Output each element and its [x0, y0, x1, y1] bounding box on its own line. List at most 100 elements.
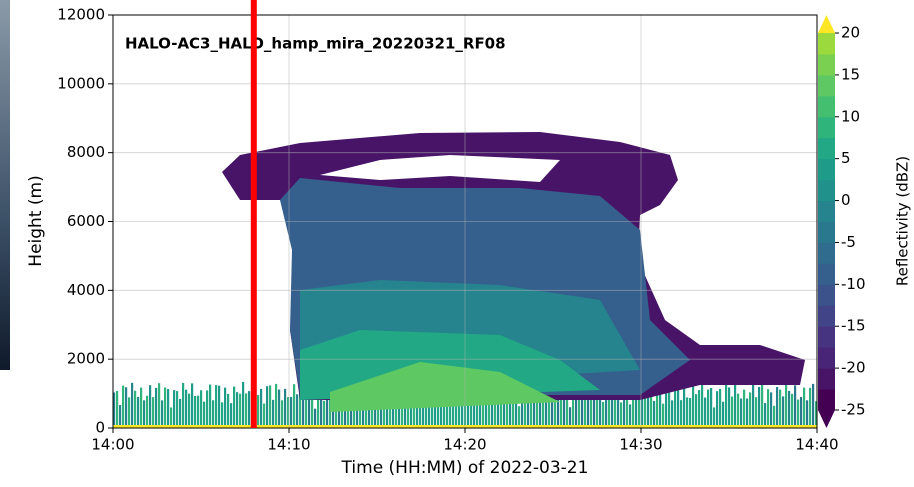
cloud-stripe — [131, 382, 134, 428]
cloud-stripe — [440, 391, 443, 428]
cloud-stripe — [725, 383, 728, 428]
cloud-stripe — [398, 400, 401, 428]
cloud-stripe — [551, 397, 554, 428]
colorbar-tick-label: 0 — [841, 191, 851, 209]
cloud-stripe — [731, 396, 734, 428]
cloud-stripe — [182, 383, 185, 428]
colorbar-band — [818, 347, 835, 369]
cloud-stripe — [704, 397, 707, 428]
x-tick-label: 14:20 — [443, 436, 486, 454]
cloud-stripe — [764, 403, 767, 428]
colorbar-tick-label: -5 — [841, 233, 856, 251]
colorbar-tick-label: -25 — [841, 401, 866, 419]
cloud-stripe — [320, 388, 323, 428]
cloud-stripe — [554, 388, 557, 428]
cloud-stripe — [539, 386, 542, 428]
cloud-stripe — [482, 393, 485, 428]
cloud-stripe — [629, 404, 632, 428]
cloud-stripe — [272, 399, 275, 428]
cloud-stripe — [305, 398, 308, 428]
cloud-stripe — [740, 398, 743, 428]
cloud-stripe — [389, 391, 392, 428]
colorbar-band — [818, 33, 835, 55]
cloud-stripe — [365, 404, 368, 428]
cloud-stripe — [392, 393, 395, 428]
cloud-stripe — [611, 399, 614, 428]
cloud-stripe — [137, 396, 140, 428]
cloud-stripe — [443, 391, 446, 428]
cloud-stripe — [506, 384, 509, 428]
cloud-stripe — [314, 408, 317, 428]
cloud-stripe — [533, 389, 536, 428]
cloud-stripe — [524, 387, 527, 428]
cloud-stripe — [560, 399, 563, 428]
anvil-gap — [320, 155, 560, 182]
cloud-stripe — [779, 389, 782, 428]
cloud-stripe — [224, 387, 227, 428]
cloud-stripe — [656, 394, 659, 428]
cloud-stripe — [281, 400, 284, 428]
y-tick-label: 2000 — [67, 350, 105, 368]
colorbar-band — [818, 74, 835, 97]
cloud-stripe — [278, 389, 281, 428]
cloud-stripe — [662, 403, 665, 428]
cloud-stripe — [146, 395, 149, 428]
cloud-stripe — [341, 398, 344, 428]
colorbar-tick-label: 20 — [841, 24, 860, 42]
x-tick-label: 14:00 — [91, 436, 134, 454]
cloud-stripe — [710, 387, 713, 428]
cloud-stripe — [209, 384, 212, 428]
cloud-stripe — [371, 393, 374, 428]
colorbar-band — [818, 368, 835, 390]
colorbar-band — [818, 221, 835, 243]
cloud-stripe — [767, 389, 770, 428]
cloud-stripe — [152, 397, 155, 428]
cloud-stripe — [149, 385, 152, 428]
colorbar-band — [818, 326, 835, 348]
cloud-stripe — [488, 387, 491, 428]
cloud-stripe — [158, 383, 161, 428]
cloud-stripe — [671, 400, 674, 428]
cloud-stripe — [806, 400, 809, 428]
plot-frame — [112, 14, 818, 429]
cloud-stripe — [752, 383, 755, 428]
cloud-stripe — [416, 401, 419, 428]
cloud-stripe — [542, 399, 545, 428]
cloud-stripe — [176, 391, 179, 428]
cloud-stripe — [236, 392, 239, 428]
cloud-stripe — [503, 388, 506, 428]
cloud-stripe — [356, 397, 359, 428]
cloud-stripe — [788, 390, 791, 428]
cloud-stripe — [737, 393, 740, 428]
cloud-stripe — [626, 392, 629, 428]
cloud-stripe — [650, 384, 653, 428]
cloud-stripe — [677, 388, 680, 428]
cloud-stripe — [689, 398, 692, 428]
cloud-stripe — [479, 385, 482, 428]
cloud-stripe — [269, 385, 272, 428]
cloud-stripe — [206, 390, 209, 428]
cloud-stripe — [593, 394, 596, 428]
cloud-stripe — [653, 400, 656, 428]
cloud-stripe — [266, 386, 269, 428]
cloud-stripe — [449, 396, 452, 428]
cloud-stripe — [758, 386, 761, 428]
axes — [108, 14, 818, 433]
y-tick-label: 8000 — [67, 143, 105, 161]
cloud-stripe — [683, 388, 686, 428]
cloud-stripe — [242, 382, 245, 428]
cloud-stripe — [581, 383, 584, 428]
cloud-stripe — [491, 395, 494, 428]
cloud-stripe — [434, 398, 437, 428]
colorbar-band — [818, 116, 835, 139]
cloud-stripe — [794, 385, 797, 428]
cloud-stripe — [113, 392, 116, 428]
cloud-stripe — [809, 387, 812, 428]
cloud-stripe — [602, 401, 605, 428]
cloud-stripe — [458, 405, 461, 428]
colorbar-band — [818, 158, 835, 181]
cloud-stripe — [548, 385, 551, 428]
cloud-stripe — [614, 385, 617, 428]
cloud-stripe — [374, 404, 377, 428]
cloud-stripe — [203, 401, 206, 428]
